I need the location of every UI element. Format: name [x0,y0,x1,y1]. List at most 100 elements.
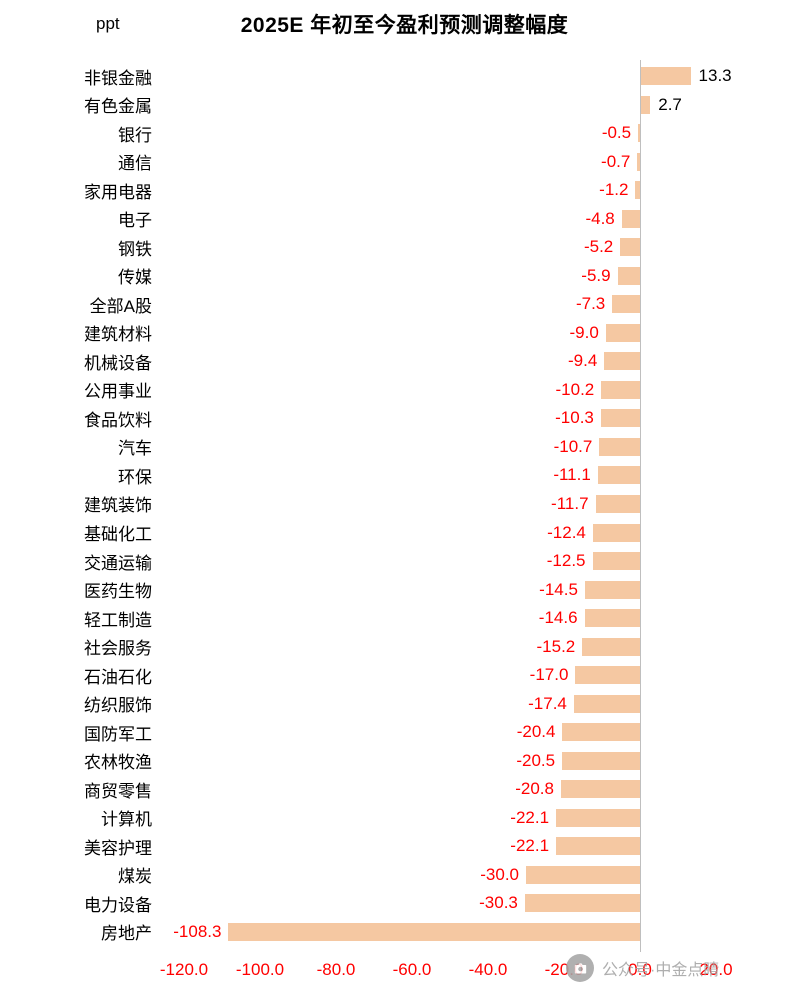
category-label: 银行 [118,125,152,145]
category-label: 国防军工 [84,724,152,744]
category-label: 基础化工 [84,525,152,544]
category-label: 轻工制造 [84,610,152,630]
bar-row: 国防军工 -20.4 [0,718,809,747]
value-label: -10.7 [553,436,593,456]
bar-row: 交通运输 -12.5 [0,547,809,576]
category-label: 电力设备 [84,895,152,915]
bar [637,152,640,171]
value-label: -7.3 [575,294,606,314]
bar [524,894,640,913]
bar-row: 纺织服饰 -17.4 [0,689,809,718]
bar-row: 全部A股 -7.3 [0,290,809,319]
zero-axis-line [640,60,641,952]
bar-row: 计算机 -22.1 [0,803,809,832]
category-label: 石油石化 [84,667,152,687]
bar-row: 非银金融 13.3 [0,62,809,91]
x-tick-label: -120.0 [159,960,209,979]
category-label: 环保 [118,467,152,487]
bar [604,352,640,371]
bar-row: 银行 -0.5 [0,119,809,148]
bar [582,637,640,656]
bar [584,609,640,628]
category-label: 美容护理 [84,838,152,858]
bar [526,865,640,884]
bar [599,437,640,456]
bar-row: 煤炭 -30.0 [0,860,809,889]
category-label: 通信 [118,154,152,174]
value-label: -17.0 [529,665,569,685]
category-label: 商贸零售 [84,781,152,801]
category-label: 建筑装饰 [84,496,152,516]
value-label: -9.4 [567,351,598,371]
bar-row: 建筑材料 -9.0 [0,319,809,348]
value-label: 13.3 [698,66,732,86]
watermark: 公众号·中金点睛 [566,954,719,982]
value-label: -22.1 [510,836,550,856]
bar [560,780,640,799]
value-label: -4.8 [585,208,615,228]
bar [575,666,640,685]
bar-row: 商贸零售 -20.8 [0,775,809,804]
x-tick-label: 0.0 [628,960,652,979]
value-label: -9.0 [569,322,599,342]
bar [621,209,640,228]
category-label: 建筑材料 [84,325,152,345]
bar [597,466,640,485]
bar-row: 食品饮料 -10.3 [0,404,809,433]
value-label: -30.3 [479,893,518,913]
bar-row: 医药生物 -14.5 [0,575,809,604]
category-label: 电子 [118,211,152,231]
category-label: 计算机 [101,810,152,830]
value-label: -5.2 [583,237,614,257]
value-label: -17.4 [528,693,567,713]
x-tick-label: -100.0 [235,960,285,979]
bar-chart-plot: 非银金融 13.3 有色金属 2.7 银行 -0.5 通信 -0.7 家用电器 -1.2 电子 -4.… [0,62,809,946]
category-label: 钢铁 [118,239,152,259]
value-label: -11.7 [551,493,589,513]
bar [228,922,640,941]
category-label: 医药生物 [84,582,152,602]
category-label: 公用事业 [84,382,152,402]
x-tick-label: -80.0 [316,960,356,979]
camera-icon [566,954,594,982]
bar-row: 轻工制造 -14.6 [0,604,809,633]
bar-row: 电力设备 -30.3 [0,889,809,918]
bar [592,552,640,571]
category-label: 农林牧渔 [84,753,152,773]
value-label: -14.5 [539,579,578,599]
bar-row: 通信 -0.7 [0,148,809,177]
bar-row: 农林牧渔 -20.5 [0,746,809,775]
category-label: 机械设备 [84,353,152,373]
bar-row: 环保 -11.1 [0,461,809,490]
x-tick-label: 20.0 [699,960,733,979]
bar-row: 社会服务 -15.2 [0,632,809,661]
bar [592,523,640,542]
bar-row: 房地产 -108.3 [0,917,809,946]
bar-row: 电子 -4.8 [0,205,809,234]
bar [638,124,640,143]
value-label: -108.3 [173,921,222,941]
bar [612,295,640,314]
bar [635,181,640,200]
value-label: -10.2 [555,379,595,399]
category-label: 全部A股 [89,296,152,316]
bar [640,95,651,114]
category-label: 汽车 [118,439,152,459]
bar [556,808,640,827]
value-label: -14.6 [538,608,578,628]
bar-row: 建筑装饰 -11.7 [0,490,809,519]
bar-row: 家用电器 -1.2 [0,176,809,205]
value-label: -15.2 [536,636,576,656]
value-label: -12.4 [547,522,586,542]
category-label: 煤炭 [118,867,152,887]
bar-row: 传媒 -5.9 [0,262,809,291]
category-label: 社会服务 [84,639,152,659]
value-label: -20.5 [516,750,556,770]
chart-title: 2025E 年初至今盈利预测调整幅度 [240,14,569,37]
bar [640,67,691,86]
bar-row: 基础化工 -12.4 [0,518,809,547]
bar [562,723,640,742]
bar-row: 公用事业 -10.2 [0,376,809,405]
x-tick-label: -60.0 [392,960,432,979]
